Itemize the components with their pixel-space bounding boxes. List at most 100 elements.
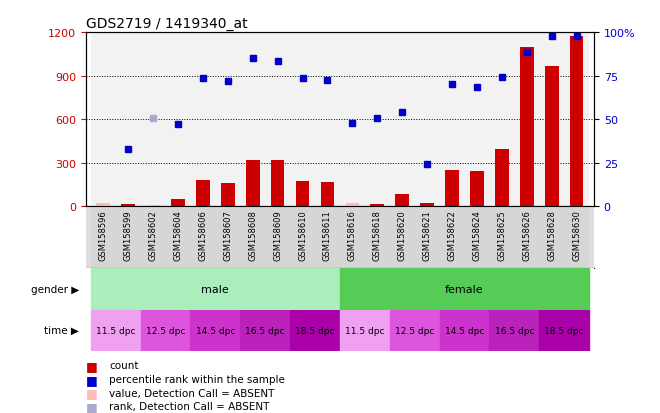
Bar xyxy=(115,206,141,268)
Bar xyxy=(265,33,290,206)
Text: GSM158621: GSM158621 xyxy=(422,210,432,260)
Bar xyxy=(414,33,440,206)
Text: gender ▶: gender ▶ xyxy=(31,284,79,294)
Text: 18.5 dpc: 18.5 dpc xyxy=(295,326,335,335)
Text: percentile rank within the sample: percentile rank within the sample xyxy=(109,374,284,384)
Bar xyxy=(121,204,135,206)
Bar xyxy=(271,161,284,206)
Text: GSM158607: GSM158607 xyxy=(223,210,232,260)
Text: GSM158606: GSM158606 xyxy=(199,210,207,260)
Bar xyxy=(520,47,533,206)
Text: GSM158604: GSM158604 xyxy=(174,210,182,260)
Bar xyxy=(570,38,583,206)
Bar xyxy=(514,33,539,206)
Text: GSM158624: GSM158624 xyxy=(473,210,481,260)
Text: GSM158628: GSM158628 xyxy=(547,210,556,260)
Bar xyxy=(495,150,509,206)
Bar xyxy=(340,33,365,206)
Bar xyxy=(91,206,116,268)
Bar xyxy=(345,204,359,206)
Text: ■: ■ xyxy=(86,400,98,413)
Text: rank, Detection Call = ABSENT: rank, Detection Call = ABSENT xyxy=(109,401,269,411)
Text: 11.5 dpc: 11.5 dpc xyxy=(96,326,135,335)
Text: GSM158616: GSM158616 xyxy=(348,210,357,260)
Bar xyxy=(544,67,558,206)
Bar xyxy=(240,206,265,268)
Bar xyxy=(489,206,514,268)
Text: ■: ■ xyxy=(86,386,98,399)
Text: GSM158626: GSM158626 xyxy=(522,210,531,260)
Bar xyxy=(470,172,484,206)
Bar xyxy=(539,206,564,268)
Bar xyxy=(91,310,141,351)
Bar xyxy=(489,33,514,206)
Bar xyxy=(96,204,110,206)
Bar xyxy=(265,206,290,268)
Text: ■: ■ xyxy=(86,373,98,386)
Bar xyxy=(141,206,166,268)
Text: count: count xyxy=(109,361,139,370)
Text: female: female xyxy=(445,284,484,294)
Bar xyxy=(221,183,235,206)
Text: ■: ■ xyxy=(86,359,98,372)
Bar xyxy=(290,206,315,268)
Text: 14.5 dpc: 14.5 dpc xyxy=(445,326,484,335)
Text: GSM158599: GSM158599 xyxy=(123,210,133,260)
Bar xyxy=(564,206,589,268)
Text: 16.5 dpc: 16.5 dpc xyxy=(246,326,285,335)
Bar xyxy=(440,33,465,206)
Bar xyxy=(191,33,215,206)
Text: 11.5 dpc: 11.5 dpc xyxy=(345,326,385,335)
Bar xyxy=(315,206,340,268)
Bar xyxy=(166,206,191,268)
Text: GSM158609: GSM158609 xyxy=(273,210,282,260)
Bar xyxy=(365,206,389,268)
Text: 14.5 dpc: 14.5 dpc xyxy=(195,326,235,335)
Bar xyxy=(91,33,116,206)
Bar xyxy=(414,206,440,268)
Bar xyxy=(191,310,240,351)
Text: time ▶: time ▶ xyxy=(44,325,79,335)
Bar xyxy=(141,33,166,206)
Bar xyxy=(389,33,414,206)
Bar xyxy=(539,33,564,206)
Bar xyxy=(389,310,440,351)
Bar xyxy=(514,206,539,268)
Bar xyxy=(539,310,589,351)
Bar xyxy=(215,33,240,206)
Bar xyxy=(141,310,191,351)
Bar xyxy=(465,33,489,206)
Text: 18.5 dpc: 18.5 dpc xyxy=(544,326,584,335)
Bar xyxy=(171,199,185,206)
Bar xyxy=(321,183,335,206)
Text: 12.5 dpc: 12.5 dpc xyxy=(395,326,434,335)
Text: GSM158608: GSM158608 xyxy=(248,210,257,260)
Bar xyxy=(340,310,389,351)
Text: GDS2719 / 1419340_at: GDS2719 / 1419340_at xyxy=(86,17,248,31)
Bar xyxy=(465,206,489,268)
Text: GSM158625: GSM158625 xyxy=(498,210,506,260)
Bar xyxy=(91,268,340,310)
Text: GSM158596: GSM158596 xyxy=(99,210,108,260)
Bar xyxy=(166,33,191,206)
Text: value, Detection Call = ABSENT: value, Detection Call = ABSENT xyxy=(109,388,275,398)
Bar xyxy=(440,206,465,268)
Bar xyxy=(115,33,141,206)
Text: GSM158630: GSM158630 xyxy=(572,210,581,260)
Bar xyxy=(395,195,409,206)
Bar xyxy=(564,33,589,206)
Bar xyxy=(296,181,310,206)
Bar xyxy=(315,33,340,206)
Text: 16.5 dpc: 16.5 dpc xyxy=(494,326,534,335)
Bar xyxy=(196,180,210,206)
Bar xyxy=(370,205,384,206)
Text: GSM158602: GSM158602 xyxy=(148,210,158,260)
Bar xyxy=(290,33,315,206)
Text: GSM158618: GSM158618 xyxy=(373,210,381,260)
Bar xyxy=(246,160,259,206)
Text: GSM158622: GSM158622 xyxy=(447,210,457,260)
Text: GSM158620: GSM158620 xyxy=(398,210,407,260)
Bar xyxy=(489,310,539,351)
Bar xyxy=(340,268,589,310)
Text: GSM158610: GSM158610 xyxy=(298,210,307,260)
